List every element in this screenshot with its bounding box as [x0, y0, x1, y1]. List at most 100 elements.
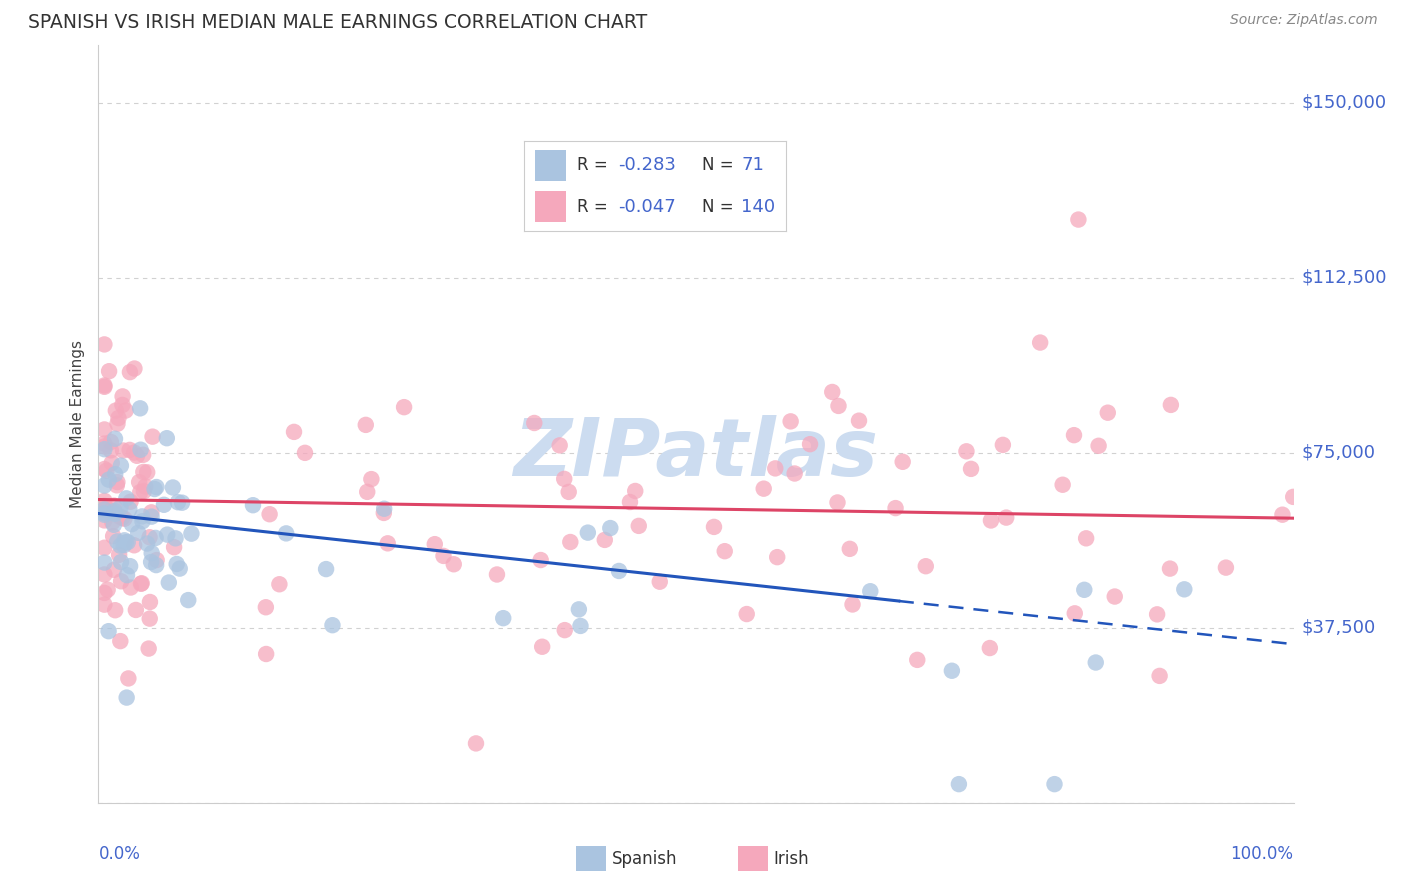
Point — [107, 417, 129, 431]
Point — [979, 641, 1001, 656]
Point — [1215, 560, 1237, 574]
Point — [492, 611, 515, 625]
Point — [110, 539, 132, 553]
Point — [423, 537, 446, 551]
Bar — [534, 151, 567, 181]
Point — [254, 647, 277, 661]
Point — [93, 502, 115, 516]
Point — [138, 641, 160, 656]
Point — [1063, 428, 1085, 442]
Point — [104, 467, 127, 482]
Point — [115, 535, 138, 549]
Point — [283, 425, 305, 439]
Point — [124, 361, 146, 376]
Point — [443, 558, 465, 572]
Bar — [576, 846, 606, 871]
Point — [138, 530, 160, 544]
Point — [139, 595, 162, 609]
Point — [568, 602, 591, 616]
Point — [108, 509, 131, 524]
Point — [145, 531, 167, 545]
Point — [1271, 508, 1294, 522]
Point — [838, 541, 860, 556]
Point — [104, 403, 127, 417]
Point — [354, 417, 377, 432]
Point — [432, 549, 454, 563]
Point — [112, 443, 135, 458]
Point — [1104, 590, 1126, 604]
Point — [859, 584, 882, 599]
Point — [269, 577, 291, 591]
Point — [242, 498, 264, 512]
Point — [1084, 656, 1107, 670]
Point — [93, 442, 115, 457]
Point — [548, 438, 571, 452]
Point — [93, 556, 115, 570]
Text: R =: R = — [576, 156, 613, 175]
Point — [114, 533, 136, 548]
Point — [125, 603, 148, 617]
Point — [117, 672, 139, 686]
Point — [848, 414, 870, 428]
Point — [97, 473, 120, 487]
Point — [143, 482, 166, 496]
Point — [141, 509, 163, 524]
Point — [101, 529, 124, 543]
Point — [128, 475, 150, 490]
Point — [169, 561, 191, 575]
Point — [131, 514, 153, 528]
Point — [145, 480, 167, 494]
Point — [103, 517, 125, 532]
Point — [960, 462, 983, 476]
Point — [821, 384, 844, 399]
Point — [162, 481, 184, 495]
Point — [766, 550, 789, 565]
Point — [599, 521, 621, 535]
Point — [1149, 669, 1171, 683]
Point — [485, 567, 508, 582]
Point — [93, 422, 115, 436]
Point — [100, 456, 122, 470]
Point — [93, 499, 115, 513]
Point — [254, 600, 277, 615]
Point — [112, 538, 135, 552]
Text: $75,000: $75,000 — [1302, 444, 1376, 462]
Text: SPANISH VS IRISH MEDIAN MALE EARNINGS CORRELATION CHART: SPANISH VS IRISH MEDIAN MALE EARNINGS CO… — [28, 13, 647, 32]
Point — [93, 380, 115, 394]
Point — [713, 544, 735, 558]
Point — [624, 483, 647, 498]
Point — [93, 462, 115, 476]
Point — [132, 484, 155, 499]
Point — [107, 411, 129, 425]
Point — [523, 416, 546, 430]
Text: -0.047: -0.047 — [619, 197, 676, 216]
Point — [110, 500, 132, 515]
Text: R =: R = — [576, 197, 613, 216]
Point — [131, 509, 153, 524]
Text: $112,500: $112,500 — [1302, 268, 1388, 287]
Point — [129, 576, 152, 591]
Point — [139, 555, 162, 569]
Text: N =: N = — [702, 197, 740, 216]
Point — [995, 510, 1018, 524]
Point — [97, 624, 120, 639]
Point — [125, 449, 148, 463]
Point — [108, 548, 131, 562]
Bar — [534, 192, 567, 222]
Point — [315, 562, 337, 576]
Text: 140: 140 — [741, 197, 776, 216]
Point — [101, 516, 124, 530]
Point — [131, 576, 153, 591]
Text: -0.283: -0.283 — [619, 156, 676, 175]
Point — [129, 485, 152, 500]
Point — [177, 593, 200, 607]
Point — [120, 494, 142, 508]
Point — [132, 465, 155, 479]
Point — [132, 448, 155, 462]
Point — [93, 586, 115, 600]
Point — [763, 461, 786, 475]
Point — [110, 634, 132, 648]
Point — [93, 541, 115, 555]
Point — [980, 513, 1002, 527]
Text: Spanish: Spanish — [613, 850, 678, 868]
